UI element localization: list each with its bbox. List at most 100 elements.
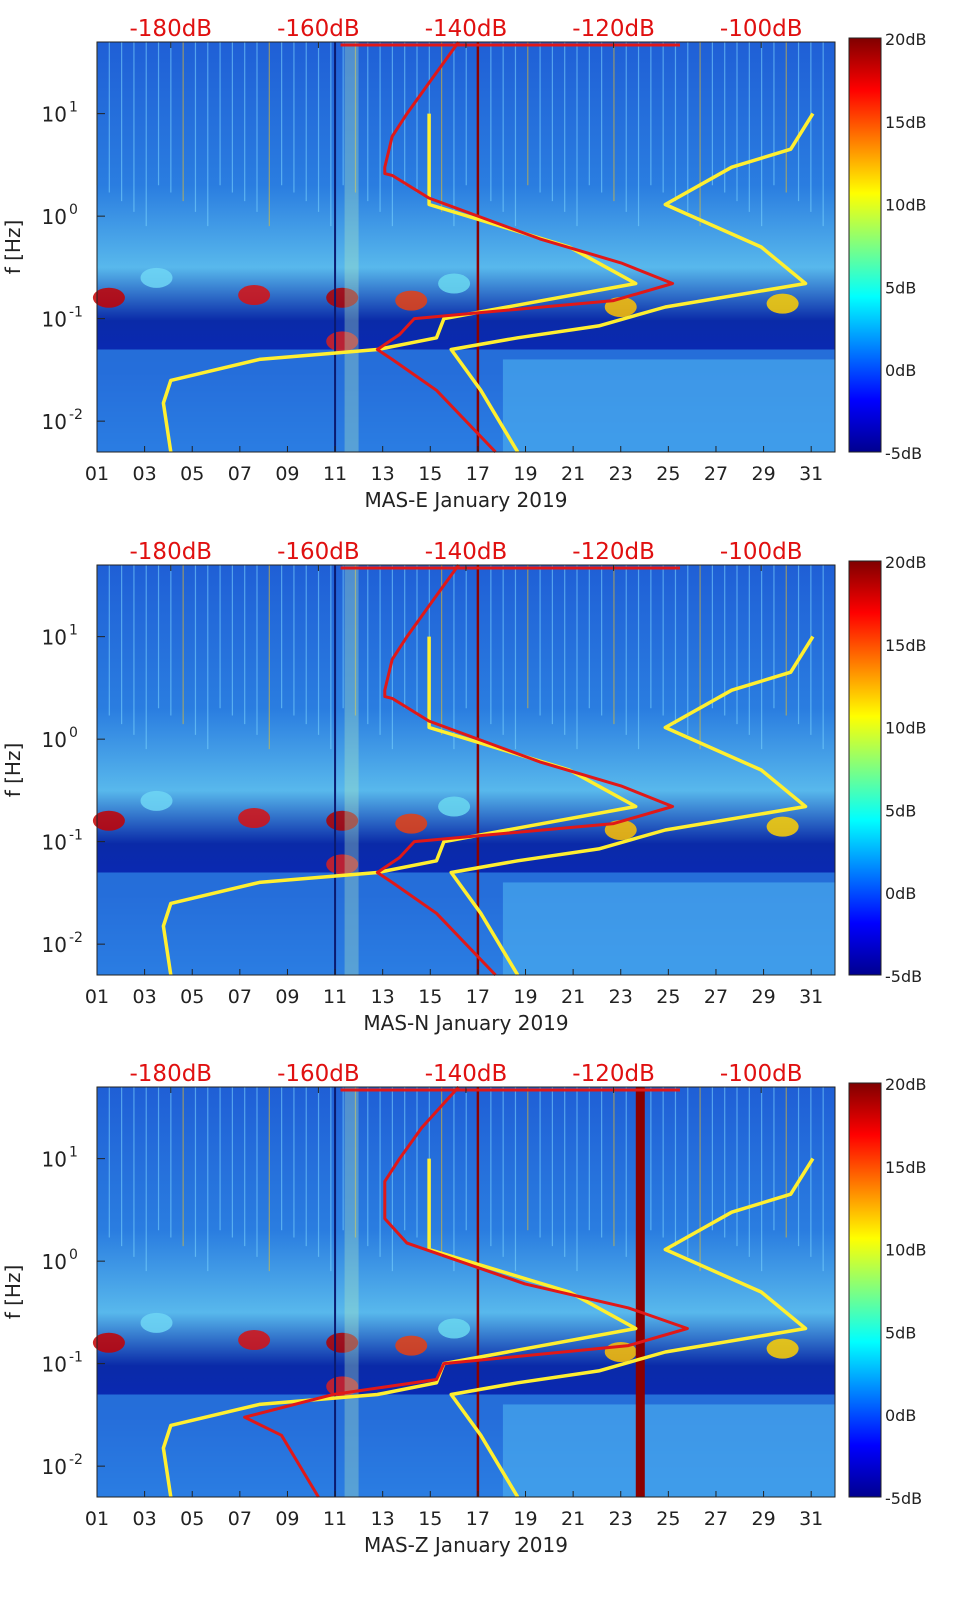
median-psd-curve xyxy=(375,564,675,977)
top-axis-label: -140dB xyxy=(425,16,508,42)
y-axis-label: f [Hz] xyxy=(1,1265,25,1320)
x-tick-label: 01 xyxy=(85,986,109,1008)
top-axis-label: -160dB xyxy=(277,1061,360,1087)
y-tick-label: 10 xyxy=(42,410,67,434)
x-tick-label: 09 xyxy=(275,986,299,1008)
x-tick-label: 15 xyxy=(418,986,442,1008)
microseism-blob xyxy=(238,808,271,829)
x-axis-label: MAS-N January 2019 xyxy=(363,1011,568,1035)
x-tick-label: 25 xyxy=(656,1508,680,1530)
colorbar-label: 20dB xyxy=(885,1075,927,1094)
x-tick-label: 31 xyxy=(799,1508,823,1530)
y-tick-exponent: -1 xyxy=(69,1350,83,1366)
microseism-blob xyxy=(92,1332,125,1353)
x-tick-label: 29 xyxy=(751,1508,775,1530)
x-tick-label: 27 xyxy=(704,463,728,485)
x-tick-label: 19 xyxy=(513,463,537,485)
y-axis-label: f [Hz] xyxy=(1,743,25,798)
top-axis-label: -180dB xyxy=(130,539,213,565)
y-tick-exponent: 1 xyxy=(69,1145,78,1161)
x-tick-label: 03 xyxy=(133,1508,157,1530)
top-axis-label: -100dB xyxy=(720,539,803,565)
x-tick-label: 17 xyxy=(466,463,490,485)
microseism-blob xyxy=(140,1312,173,1333)
x-axis-label: MAS-Z January 2019 xyxy=(364,1533,568,1557)
x-tick-label: 15 xyxy=(418,1508,442,1530)
colorbar-label: 10dB xyxy=(885,196,927,215)
x-tick-label: 21 xyxy=(561,1508,585,1530)
colorbar-label: 15dB xyxy=(885,636,927,655)
colorbar-label: -5dB xyxy=(885,444,922,463)
x-tick-label: 03 xyxy=(133,986,157,1008)
daytime-noise-column xyxy=(344,1087,359,1497)
colorbar-label: 15dB xyxy=(885,113,927,132)
x-tick-label: 05 xyxy=(180,1508,204,1530)
microseism-blob xyxy=(438,796,471,817)
y-tick-label: 10 xyxy=(42,1148,67,1172)
x-tick-label: 15 xyxy=(418,463,442,485)
microseism-blob xyxy=(140,267,173,288)
data-dropout-band xyxy=(635,1087,645,1497)
y-tick-exponent: -2 xyxy=(69,407,83,423)
microseism-blob xyxy=(238,285,271,306)
colorbar-label: -5dB xyxy=(885,967,922,986)
x-tick-label: 29 xyxy=(751,463,775,485)
top-axis-label: -160dB xyxy=(277,16,360,42)
y-tick-label: 10 xyxy=(42,1250,67,1274)
x-tick-label: 23 xyxy=(609,986,633,1008)
y-tick-label: 10 xyxy=(42,205,67,229)
noise-model-low-curve xyxy=(161,1158,638,1498)
noise-model-high-curve xyxy=(449,112,815,453)
x-tick-label: 31 xyxy=(799,986,823,1008)
y-tick-exponent: 1 xyxy=(69,100,78,116)
top-axis-label: -160dB xyxy=(277,539,360,565)
microseism-blob xyxy=(395,290,428,311)
colorbar xyxy=(848,37,882,453)
median-psd-curve xyxy=(243,1085,689,1498)
top-axis-label: -120dB xyxy=(572,539,655,565)
daytime-noise-column xyxy=(344,42,359,452)
top-axis-label: -180dB xyxy=(130,16,213,42)
x-tick-label: 09 xyxy=(275,463,299,485)
y-tick-exponent: -2 xyxy=(69,1452,83,1468)
x-tick-label: 21 xyxy=(561,463,585,485)
y-tick-label: 10 xyxy=(42,1353,67,1377)
microseism-blob xyxy=(438,273,471,294)
colorbar-label: 0dB xyxy=(885,884,916,903)
y-tick-exponent: 0 xyxy=(69,202,78,218)
x-tick-label: 23 xyxy=(609,1508,633,1530)
microseism-blob xyxy=(766,293,799,314)
x-tick-label: 29 xyxy=(751,986,775,1008)
y-tick-exponent: -2 xyxy=(69,930,83,946)
x-tick-label: 27 xyxy=(704,1508,728,1530)
y-tick-exponent: -1 xyxy=(69,305,83,321)
x-tick-label: 01 xyxy=(85,463,109,485)
x-tick-label: 11 xyxy=(323,986,347,1008)
median-psd-curve xyxy=(375,41,675,454)
x-tick-label: 25 xyxy=(656,463,680,485)
x-axis-label: MAS-E January 2019 xyxy=(365,488,568,512)
microseism-blob xyxy=(92,810,125,831)
low-frequency-band-right xyxy=(502,1404,835,1497)
x-tick-label: 01 xyxy=(85,1508,109,1530)
x-tick-label: 27 xyxy=(704,986,728,1008)
x-tick-label: 31 xyxy=(799,463,823,485)
microseism-blob xyxy=(140,790,173,811)
top-axis-label: -180dB xyxy=(130,1061,213,1087)
top-axis-label: -140dB xyxy=(425,539,508,565)
y-tick-exponent: 1 xyxy=(69,623,78,639)
microseism-blob xyxy=(438,1318,471,1339)
microseism-blob xyxy=(766,1338,799,1359)
x-tick-label: 17 xyxy=(466,1508,490,1530)
low-frequency-band-right xyxy=(502,359,835,452)
colorbar-label: 0dB xyxy=(885,361,916,380)
x-tick-label: 25 xyxy=(656,986,680,1008)
x-tick-label: 13 xyxy=(371,463,395,485)
colorbar-label: 5dB xyxy=(885,801,916,820)
x-tick-label: 17 xyxy=(466,986,490,1008)
y-tick-exponent: 0 xyxy=(69,1247,78,1263)
x-tick-label: 23 xyxy=(609,463,633,485)
